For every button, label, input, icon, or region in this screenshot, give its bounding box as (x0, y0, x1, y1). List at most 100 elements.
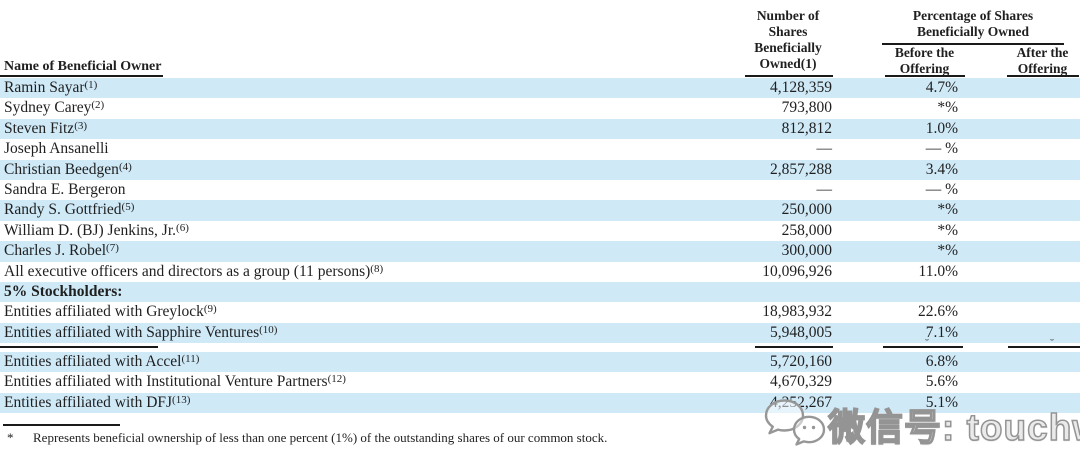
table-row: William D. (BJ) Jenkins, Jr.(6) 258,000 … (0, 221, 1080, 241)
footnote-ref: (6) (176, 221, 189, 234)
before-offering-value: 11.0% (918, 262, 958, 280)
footnote-ref: (9) (203, 303, 217, 316)
owner-name: Entities affiliated with Accel (4, 353, 182, 371)
header-line: Before the (894, 45, 955, 60)
table-row-section-header: 5% Stockholders: (0, 281, 1080, 303)
column-header-after-offering: After the Offering (1005, 45, 1080, 77)
separator-rule (883, 346, 963, 349)
shares-value: 2,857,288 (770, 160, 832, 178)
footnote-ref: (13) (172, 393, 191, 406)
footnote-rule (3, 424, 120, 426)
column-header-name: Name of Beneficial Owner (4, 59, 162, 74)
owner-name: Ramin Sayar (4, 79, 85, 96)
shares-value: 5,720,160 (770, 353, 832, 371)
owner-name: Randy S. Gottfried (4, 201, 122, 219)
before-offering-value: 4.7% (925, 79, 958, 96)
header-line: Offering (899, 61, 950, 76)
shares-value: 5,948,005 (770, 323, 832, 341)
before-offering-value: 1.0% (925, 119, 958, 137)
footnote-ref: (11) (181, 353, 200, 366)
header-line: After the (1016, 45, 1069, 60)
column-header-shares: Number of Shares Beneficially Owned(1) (741, 8, 835, 72)
footnote-ref: (12) (327, 373, 346, 386)
table-row: Ramin Sayar(1) 4,128,359 4.7% (0, 78, 1080, 99)
before-offering-value: 6.8% (925, 353, 958, 371)
section-header-label: 5% Stockholders: (4, 282, 123, 300)
wechat-icon (764, 399, 826, 446)
footnote-symbol: * (7, 430, 14, 445)
table-row: Joseph Ansanelli — — % (0, 139, 1080, 159)
shares-value: 4,670,329 (770, 373, 832, 391)
owner-name: Christian Beedgen (4, 160, 119, 178)
shares-value: — (816, 180, 833, 198)
footnote-ref: (5) (121, 201, 135, 214)
before-offering-value: 7.1% (925, 323, 958, 341)
page-split-separator: ˘ ˘ (0, 336, 1080, 353)
shares-value: 18,983,932 (762, 303, 832, 321)
owner-name: Steven Fitz (4, 119, 75, 137)
header-line: Number of (756, 8, 820, 23)
before-offering-value: *% (937, 242, 958, 260)
header-line: Offering (1017, 61, 1068, 76)
table-row: Sandra E. Bergeron — — % (0, 180, 1080, 200)
before-offering-value: *% (937, 99, 958, 117)
before-offering-value: *% (937, 201, 958, 219)
watermark-text: 微信号: touchweb (827, 406, 1080, 449)
table-row: Sydney Carey(2) 793,800 *% (0, 98, 1080, 118)
table-row: Entities affiliated with DFJ(13) 4,252,2… (0, 392, 1080, 414)
owner-name: Sandra E. Bergeron (4, 180, 126, 198)
table-row: Entities affiliated with Sapphire Ventur… (0, 322, 1080, 344)
column-header-percentage-group: Percentage of Shares Beneficially Owned (882, 8, 1064, 40)
shares-value: 812,812 (781, 119, 832, 137)
percentage-group-underline (882, 43, 1064, 45)
table-row: Charles J. Robel(7) 300,000 *% (0, 241, 1080, 262)
footnote-ref: (1) (84, 79, 98, 91)
table-row: Christian Beedgen(4) 2,857,288 3.4% (0, 159, 1080, 180)
shares-value: 4,128,359 (770, 79, 832, 96)
shares-value: 10,096,926 (762, 262, 832, 280)
before-offering-value: — % (925, 180, 958, 198)
owner-name: Entities affiliated with Sapphire Ventur… (4, 323, 260, 341)
before-offering-value: 5.1% (925, 393, 958, 411)
footnote-ref: (2) (91, 99, 105, 112)
shares-value: 250,000 (781, 201, 832, 219)
footnote-ref: (4) (118, 160, 132, 173)
table-body: Ramin Sayar(1) 4,128,359 4.7% Sydney Car… (0, 78, 1080, 414)
clipped-glyph: ˘ (1050, 336, 1054, 351)
shares-value: 258,000 (781, 221, 832, 239)
name-header-underline (0, 75, 163, 77)
table-row: Randy S. Gottfried(5) 250,000 *% (0, 200, 1080, 221)
after-header-underline (1007, 75, 1079, 77)
owner-name: Sydney Carey (4, 99, 92, 117)
separator-rule (755, 346, 833, 349)
before-offering-value: — % (925, 140, 958, 158)
owner-name: Joseph Ansanelli (4, 140, 109, 158)
table-row: All executive officers and directors as … (0, 262, 1080, 282)
column-header-before-offering: Before the Offering (884, 45, 965, 77)
before-offering-value: 5.6% (925, 373, 958, 391)
footnote-ref: (10) (259, 323, 278, 336)
clipped-glyph: ˘ (925, 336, 929, 351)
before-header-underline (885, 75, 965, 77)
shares-value: 300,000 (781, 242, 832, 260)
before-offering-value: *% (937, 221, 958, 239)
table-row: Entities affiliated with Accel(11) 5,720… (0, 352, 1080, 373)
before-offering-value: 3.4% (925, 160, 958, 178)
footnote-ref: (8) (370, 262, 384, 275)
header-line: Beneficially Owned (916, 24, 1030, 39)
separator-rule (0, 346, 158, 349)
table-row: Entities affiliated with Greylock(9) 18,… (0, 302, 1080, 322)
footnote: * Represents beneficial ownership of less… (7, 429, 607, 446)
owner-name: Entities affiliated with Institutional V… (4, 373, 328, 391)
header-line: Owned(1) (759, 56, 817, 71)
owner-name: Entities affiliated with Greylock (4, 303, 204, 321)
shares-value: 793,800 (781, 99, 832, 117)
owner-name: All executive officers and directors as … (4, 262, 371, 280)
footnote-text: Represents beneficial ownership of less … (33, 430, 608, 445)
owner-name: William D. (BJ) Jenkins, Jr. (4, 221, 177, 239)
shares-value: — (816, 140, 833, 158)
owner-name: Entities affiliated with DFJ (4, 393, 173, 411)
owner-name: Charles J. Robel (4, 242, 107, 260)
header-line: Shares (768, 24, 808, 39)
